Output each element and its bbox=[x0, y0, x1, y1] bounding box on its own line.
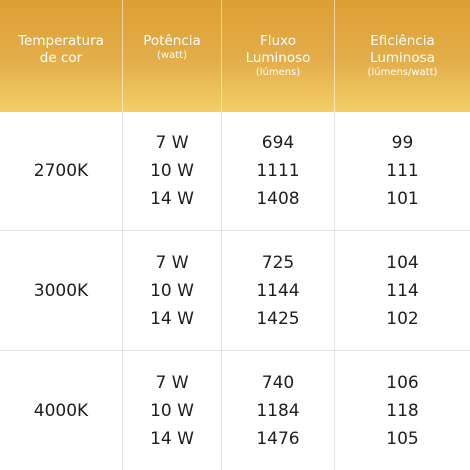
efficiency-value: 104 bbox=[386, 252, 419, 273]
flux-cell: 725 1144 1425 bbox=[222, 231, 335, 350]
flux-cell: 694 1111 1408 bbox=[222, 112, 335, 230]
table-body: 2700K 7 W 10 W 14 W 694 1111 1408 99 111… bbox=[0, 112, 470, 470]
temperature-cell: 3000K bbox=[0, 231, 123, 350]
flux-value: 1111 bbox=[256, 161, 300, 181]
header-power: Potência (watt) bbox=[123, 0, 222, 112]
flux-value: 694 bbox=[261, 133, 295, 153]
flux-value: 725 bbox=[261, 252, 295, 273]
power-value: 10 W bbox=[150, 280, 194, 301]
flux-value: 1476 bbox=[256, 428, 300, 449]
power-value: 7 W bbox=[155, 372, 189, 393]
flux-value: 1425 bbox=[256, 308, 300, 329]
table-row-group: 3000K 7 W 10 W 14 W 725 1144 1425 104 11… bbox=[0, 230, 470, 350]
power-value: 10 W bbox=[150, 161, 194, 181]
header-unit: (watt) bbox=[157, 50, 187, 61]
flux-cell: 740 1184 1476 bbox=[222, 351, 335, 470]
temperature-value: 4000K bbox=[33, 400, 89, 421]
efficiency-value: 105 bbox=[386, 428, 419, 449]
header-unit: (lúmens) bbox=[255, 67, 301, 78]
header-title: Temperatura de cor bbox=[18, 33, 104, 66]
power-value: 10 W bbox=[150, 400, 194, 421]
efficiency-cell: 99 111 101 bbox=[335, 112, 470, 230]
efficiency-value: 101 bbox=[386, 189, 419, 209]
temperature-value: 2700K bbox=[33, 161, 89, 181]
power-value: 14 W bbox=[150, 308, 194, 329]
efficiency-value: 106 bbox=[386, 372, 419, 393]
power-cell: 7 W 10 W 14 W bbox=[123, 112, 222, 230]
table-header: Temperatura de cor Potência (watt) Fluxo… bbox=[0, 0, 470, 112]
flux-value: 1408 bbox=[256, 189, 300, 209]
header-unit: (lúmens/watt) bbox=[367, 67, 438, 78]
flux-value: 1184 bbox=[256, 400, 300, 421]
efficiency-value: 114 bbox=[386, 280, 419, 301]
efficiency-value: 118 bbox=[386, 400, 419, 421]
temperature-cell: 2700K bbox=[0, 112, 123, 230]
efficiency-value: 99 bbox=[391, 133, 414, 153]
header-title: Potência bbox=[143, 33, 201, 49]
header-efficiency: Eficiência Luminosa (lúmens/watt) bbox=[335, 0, 470, 112]
power-value: 7 W bbox=[155, 252, 189, 273]
header-title: Fluxo Luminoso bbox=[245, 33, 311, 66]
efficiency-value: 102 bbox=[386, 308, 419, 329]
temperature-cell: 4000K bbox=[0, 351, 123, 470]
efficiency-cell: 106 118 105 bbox=[335, 351, 470, 470]
flux-value: 740 bbox=[261, 372, 295, 393]
power-value: 7 W bbox=[155, 133, 189, 153]
header-title: Eficiência Luminosa bbox=[370, 33, 435, 66]
header-temperature: Temperatura de cor bbox=[0, 0, 123, 112]
efficiency-value: 111 bbox=[386, 161, 419, 181]
power-cell: 7 W 10 W 14 W bbox=[123, 231, 222, 350]
power-value: 14 W bbox=[150, 189, 194, 209]
power-value: 14 W bbox=[150, 428, 194, 449]
table-row-group: 4000K 7 W 10 W 14 W 740 1184 1476 106 11… bbox=[0, 350, 470, 470]
header-flux: Fluxo Luminoso (lúmens) bbox=[222, 0, 335, 112]
temperature-value: 3000K bbox=[33, 280, 89, 301]
table-row-group: 2700K 7 W 10 W 14 W 694 1111 1408 99 111… bbox=[0, 112, 470, 230]
efficiency-cell: 104 114 102 bbox=[335, 231, 470, 350]
power-cell: 7 W 10 W 14 W bbox=[123, 351, 222, 470]
flux-value: 1144 bbox=[256, 280, 300, 301]
